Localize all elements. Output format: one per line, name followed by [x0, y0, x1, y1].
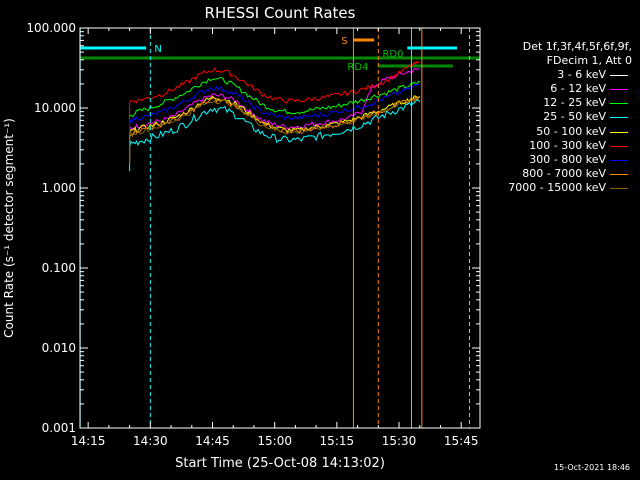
series-line-3-6kev — [129, 92, 421, 159]
y-axis-label: Count Rate (s⁻¹ detector segment⁻¹) — [2, 118, 16, 338]
series-line-300-800kev — [129, 83, 420, 152]
vertical-markers-layer — [79, 28, 470, 428]
legend-item: 3 - 6 keV — [494, 68, 632, 82]
plot-frame — [79, 27, 481, 429]
y-tick-label: 10.000 — [34, 101, 76, 115]
series-line-50-100kev — [129, 95, 421, 162]
y-tick-label: 0.001 — [42, 421, 76, 435]
series-line-12-25kev — [129, 76, 421, 148]
legend-swatch — [610, 89, 628, 91]
series-layer — [129, 60, 421, 172]
legend-swatch — [610, 173, 628, 175]
legend-swatch — [610, 103, 628, 105]
x-tick-label: 14:30 — [133, 434, 168, 448]
legend-header-line-1: Det 1f,3f,4f,5f,6f,9f, — [522, 40, 632, 53]
legend-item: 12 - 25 keV — [494, 96, 632, 110]
timestamp: 15-Oct-2021 18:46 — [554, 463, 630, 472]
legend-item: 6 - 12 keV — [494, 82, 632, 96]
legend-item-label: 3 - 6 keV — [557, 68, 606, 82]
x-tick-label: 15:15 — [320, 434, 355, 448]
chart-title: RHESSI Count Rates — [205, 4, 356, 22]
annotation-labels-layer: N S RD0 RD4 — [154, 36, 403, 73]
legend-header-line-2: FDecim 1, Att 0 — [546, 54, 632, 68]
legend: Det 1f,3f,4f,5f,6f,9f, FDecim 1, Att 0 3… — [494, 40, 632, 195]
legend-item-label: 12 - 25 keV — [543, 96, 606, 110]
series-line-100-300kev — [129, 60, 420, 136]
y-tick-label: 0.100 — [42, 261, 76, 275]
legend-item: 800 - 7000 keV — [494, 167, 632, 181]
flag-bars-layer — [80, 38, 480, 68]
x-axis-label: Start Time (25-Oct-08 14:13:02) — [175, 456, 385, 471]
flag-label-s: S — [341, 36, 347, 47]
legend-swatch — [610, 75, 628, 77]
axes-layer: 14:15 14:30 14:45 15:00 15:15 15:30 15:45 100.0… — [26, 21, 481, 448]
x-tick-label: 14:15 — [71, 434, 106, 448]
x-tick-label: 15:00 — [257, 434, 292, 448]
legend-item: 7000 - 15000 keV — [494, 181, 632, 195]
legend-item-label: 25 - 50 keV — [543, 110, 606, 124]
x-tick-label: 14:45 — [195, 434, 230, 448]
y-tick-label: 0.010 — [42, 341, 76, 355]
legend-swatch — [610, 131, 628, 133]
x-tick-label: 15:30 — [382, 434, 417, 448]
legend-swatch — [610, 159, 628, 161]
legend-item: 50 - 100 keV — [494, 125, 632, 139]
legend-item: 300 - 800 keV — [494, 153, 632, 167]
legend-item-label: 100 - 300 keV — [529, 138, 606, 152]
series-line-7000-15000kev — [129, 96, 421, 164]
legend-swatch — [610, 117, 628, 119]
legend-item-label: 7000 - 15000 keV — [508, 180, 606, 194]
legend-item-label: 800 - 7000 keV — [522, 166, 606, 180]
flag-label-rd4: RD4 — [347, 62, 368, 73]
legend-item-label: 300 - 800 keV — [529, 152, 606, 166]
legend-item: 25 - 50 keV — [494, 110, 632, 124]
x-tick-label: 15:45 — [444, 434, 479, 448]
legend-item-label: 50 - 100 keV — [536, 124, 606, 138]
legend-item-label: 6 - 12 keV — [550, 82, 606, 96]
series-line-25-50kev — [129, 99, 421, 172]
flag-label-n: N — [154, 44, 161, 55]
y-tick-label: 1.000 — [42, 181, 76, 195]
flag-label-rd0: RD0 — [382, 49, 403, 60]
legend-item: 100 - 300 keV — [494, 139, 632, 153]
legend-swatch — [610, 187, 628, 189]
legend-swatch — [610, 145, 628, 147]
y-tick-label: 100.000 — [26, 21, 76, 35]
